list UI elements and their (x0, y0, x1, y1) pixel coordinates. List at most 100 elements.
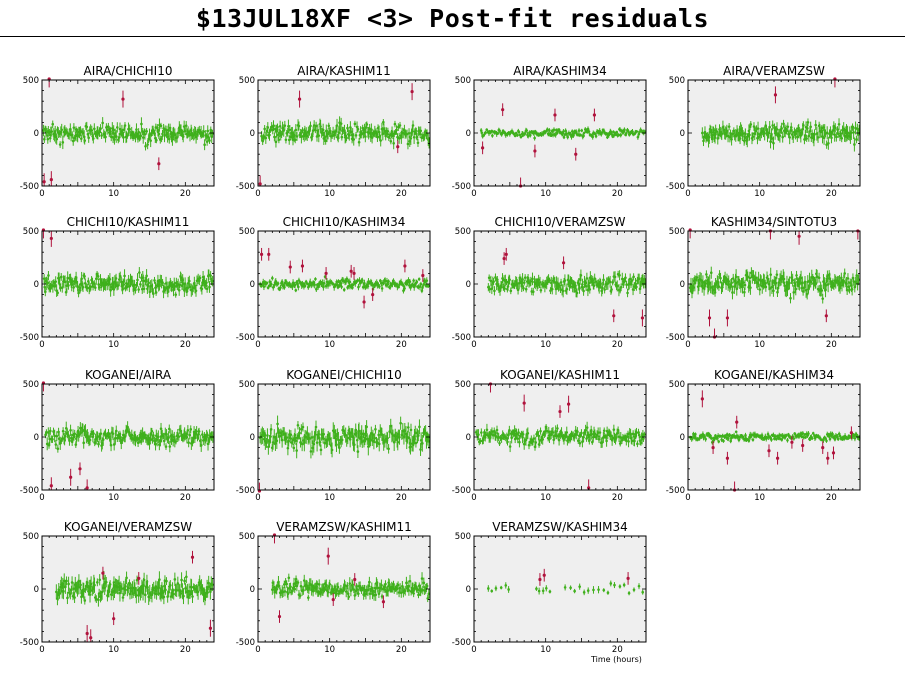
y-tick-label: -500 (236, 182, 255, 192)
data-point (419, 130, 422, 133)
data-point (581, 283, 584, 286)
y-tick-label: -500 (20, 486, 39, 496)
data-point (115, 277, 118, 280)
data-point (392, 142, 395, 145)
data-point (112, 432, 115, 435)
data-point (395, 129, 398, 132)
data-point (208, 139, 211, 142)
data-point (294, 289, 297, 292)
data-point (182, 135, 185, 138)
data-point (157, 435, 160, 438)
data-point (161, 281, 164, 284)
data-point (357, 450, 360, 453)
data-point (610, 288, 613, 291)
y-tick-label: 500 (239, 380, 255, 390)
data-point (266, 434, 269, 437)
data-point (311, 135, 314, 138)
data-point (50, 130, 53, 133)
data-point (187, 441, 190, 444)
data-point (843, 272, 846, 275)
data-point (728, 125, 731, 128)
data-point (387, 130, 390, 133)
data-point (616, 285, 619, 288)
data-point (68, 439, 71, 442)
data-point (415, 281, 418, 284)
data-point (143, 287, 146, 290)
data-point (316, 441, 319, 444)
x-tick-label: 10 (754, 189, 765, 199)
data-point (346, 127, 349, 130)
outlier-point (50, 178, 53, 181)
data-point (582, 290, 585, 293)
data-point (139, 135, 142, 138)
x-tick-label: 20 (826, 189, 837, 199)
data-point (757, 127, 760, 130)
data-point (834, 126, 837, 129)
data-point (696, 276, 699, 279)
data-point (558, 439, 561, 442)
x-tick-label: 10 (540, 189, 551, 199)
data-point (322, 129, 325, 132)
data-point (340, 122, 343, 125)
data-point (735, 275, 738, 278)
data-point (783, 278, 786, 281)
x-tick-label: 20 (396, 189, 407, 199)
data-point (775, 282, 778, 285)
data-point (814, 124, 817, 127)
outlier-point (86, 486, 89, 489)
outlier-point (121, 97, 124, 100)
data-point (349, 438, 352, 441)
data-point (101, 122, 104, 125)
data-point (580, 129, 583, 132)
data-point (107, 125, 110, 128)
data-point (198, 430, 201, 433)
data-point (518, 131, 521, 134)
data-point (135, 128, 138, 131)
x-tick-label: 0 (471, 340, 476, 350)
data-point (338, 447, 341, 450)
data-point (200, 444, 203, 447)
data-point (387, 280, 390, 283)
outlier-point (574, 153, 577, 156)
data-point (391, 130, 394, 133)
data-point (167, 129, 170, 132)
outlier-point (505, 253, 508, 256)
data-point (527, 432, 530, 435)
data-point (277, 282, 280, 285)
data-point (113, 138, 116, 141)
data-point (630, 283, 633, 286)
data-point (585, 285, 588, 288)
data-point (122, 283, 125, 286)
outlier-point (553, 113, 556, 116)
data-point (533, 137, 536, 140)
outlier-point (533, 149, 536, 152)
data-point (60, 128, 63, 131)
data-point (304, 285, 307, 288)
data-point (43, 277, 46, 280)
data-point (149, 139, 152, 142)
data-point (744, 132, 747, 135)
panel-title: AIRA/VERAMZSW (723, 64, 825, 78)
data-point (855, 138, 858, 141)
data-point (67, 284, 70, 287)
data-point (115, 430, 118, 433)
data-point (82, 286, 85, 289)
plot-area (474, 231, 646, 337)
data-point (346, 277, 349, 280)
data-point (206, 130, 209, 133)
panel-title: AIRA/KASHIM34 (513, 64, 607, 78)
data-point (827, 283, 830, 286)
data-point (118, 136, 121, 139)
outlier-point (562, 261, 565, 264)
data-point (818, 276, 821, 279)
data-point (54, 280, 57, 283)
data-point (692, 286, 695, 289)
data-point (363, 282, 366, 285)
data-point (104, 136, 107, 139)
data-point (827, 142, 830, 145)
data-point (492, 280, 495, 283)
data-point (69, 429, 72, 432)
data-point (165, 433, 168, 436)
data-point (160, 125, 163, 128)
